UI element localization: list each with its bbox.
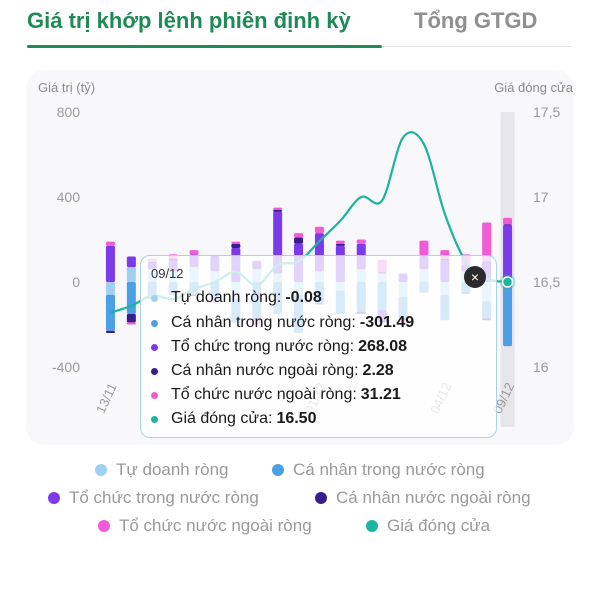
bar-to-chuc-nuoc-ngoai bbox=[294, 233, 304, 238]
x-tick-label: 13/11 bbox=[93, 381, 120, 416]
tooltip-label: Tổ chức trong nước ròng: bbox=[171, 338, 355, 355]
bar-to-chuc-nuoc-ngoai bbox=[419, 240, 429, 256]
legend-label: Tổ chức nước ngoài ròng bbox=[119, 516, 312, 535]
legend-item-to-chuc-trong-nuoc[interactable]: Tổ chức trong nước ròng bbox=[48, 488, 259, 508]
left-axis-title: Giá trị (tỷ) bbox=[38, 80, 96, 95]
legend-dot-icon bbox=[272, 464, 284, 476]
legend-label: Tự doanh ròng bbox=[116, 460, 229, 479]
bar-to-chuc-nuoc-ngoai bbox=[105, 241, 115, 246]
y2-tick-label: 16,5 bbox=[533, 274, 560, 290]
bar-to-chuc-trong-nuoc bbox=[503, 225, 513, 282]
tooltip-label: Giá đóng cửa: bbox=[171, 410, 273, 427]
tooltip-row-to-chuc-trong-nuoc: Tổ chức trong nước ròng: 268.08 bbox=[151, 338, 407, 356]
gia-dong-cua-dot-icon bbox=[151, 415, 158, 423]
legend-item-gia-dong-cua[interactable]: Giá đóng cửa bbox=[366, 516, 490, 536]
to-chuc-nuoc-ngoai-dot-icon bbox=[151, 391, 158, 399]
legend-dot-icon bbox=[98, 520, 110, 532]
bar-to-chuc-trong-nuoc bbox=[126, 256, 136, 268]
bar-to-chuc-nuoc-ngoai bbox=[335, 240, 345, 244]
bar-to-chuc-nuoc-ngoai bbox=[126, 322, 136, 325]
ca-nhan-nuoc-ngoai-dot-icon bbox=[151, 367, 158, 375]
to-chuc-trong-nuoc-dot-icon bbox=[151, 343, 158, 351]
tooltip-value: -0.08 bbox=[285, 289, 322, 306]
bar-tu-doanh bbox=[126, 267, 136, 282]
legend-item-tu-doanh[interactable]: Tự doanh ròng bbox=[95, 460, 229, 480]
legend-label: Cá nhân nước ngoài ròng bbox=[336, 488, 531, 507]
bar-to-chuc-nuoc-ngoai bbox=[231, 241, 241, 244]
tab-active-underline bbox=[27, 45, 382, 48]
bar-ca-nhan-nuoc-ngoai bbox=[231, 243, 241, 248]
right-axis-title: Giá đóng cửa bbox=[494, 80, 573, 95]
y-tick-label: 800 bbox=[57, 104, 81, 120]
bar-to-chuc-nuoc-ngoai bbox=[189, 250, 199, 255]
tooltip-value: 31.21 bbox=[360, 386, 401, 403]
tooltip-label: Tổ chức nước ngoài ròng: bbox=[171, 386, 357, 403]
tooltip-value: -301.49 bbox=[359, 314, 415, 331]
tooltip-date: 09/12 bbox=[151, 266, 184, 281]
bar-ca-nhan-trong-nuoc bbox=[126, 282, 136, 314]
chart-tooltip: 09/12 × Tự doanh ròng: -0.08 Cá nhân tro… bbox=[140, 255, 497, 438]
bar-to-chuc-nuoc-ngoai bbox=[356, 239, 366, 244]
bar-ca-nhan-nuoc-ngoai bbox=[503, 224, 513, 226]
closing-price-point bbox=[501, 276, 514, 288]
tooltip-row-to-chuc-nuoc-ngoai: Tổ chức nước ngoài ròng: 31.21 bbox=[151, 386, 401, 404]
y-tick-label: 0 bbox=[72, 274, 80, 290]
legend-dot-icon bbox=[315, 492, 327, 504]
bar-ca-nhan-nuoc-ngoai bbox=[105, 330, 115, 333]
y2-tick-label: 16 bbox=[533, 359, 549, 375]
tooltip-value: 16.50 bbox=[276, 410, 317, 427]
tooltip-row-gia-dong-cua: Giá đóng cửa: 16.50 bbox=[151, 410, 316, 428]
bar-ca-nhan-nuoc-ngoai bbox=[335, 243, 345, 246]
bar-ca-nhan-nuoc-ngoai bbox=[273, 209, 283, 212]
bar-ca-nhan-trong-nuoc bbox=[503, 282, 513, 347]
bar-ca-nhan-trong-nuoc bbox=[105, 294, 115, 331]
bar-to-chuc-trong-nuoc bbox=[105, 245, 115, 282]
y2-tick-label: 17 bbox=[533, 189, 549, 205]
legend-dot-icon bbox=[95, 464, 107, 476]
tooltip-row-ca-nhan-trong-nuoc: Cá nhân trong nước ròng: -301.49 bbox=[151, 314, 414, 332]
legend-label: Giá đóng cửa bbox=[387, 516, 491, 535]
bar-to-chuc-nuoc-ngoai bbox=[503, 217, 513, 225]
legend-dot-icon bbox=[48, 492, 60, 504]
tab-total-value[interactable]: Tổng GTGD bbox=[414, 8, 538, 33]
tu-doanh-dot-icon bbox=[151, 294, 158, 302]
bar-tu-doanh bbox=[105, 282, 115, 295]
legend-item-ca-nhan-trong-nuoc[interactable]: Cá nhân trong nước ròng bbox=[272, 460, 485, 480]
legend-label: Cá nhân trong nước ròng bbox=[293, 460, 485, 479]
y-tick-label: -400 bbox=[52, 359, 80, 375]
legend-item-ca-nhan-nuoc-ngoai[interactable]: Cá nhân nước ngoài ròng bbox=[315, 488, 531, 508]
legend-item-to-chuc-nuoc-ngoai[interactable]: Tổ chức nước ngoài ròng bbox=[98, 516, 312, 536]
tooltip-value: 268.08 bbox=[358, 338, 408, 355]
y-tick-label: 400 bbox=[57, 189, 81, 205]
legend-dot-icon bbox=[366, 520, 378, 532]
bar-ca-nhan-nuoc-ngoai bbox=[126, 313, 136, 323]
legend-label: Tổ chức trong nước ròng bbox=[69, 488, 259, 507]
tooltip-row-tu-doanh: Tự doanh ròng: -0.08 bbox=[151, 289, 322, 307]
tooltip-value: 2.28 bbox=[362, 362, 394, 379]
bar-to-chuc-nuoc-ngoai bbox=[314, 226, 324, 234]
bar-ca-nhan-nuoc-ngoai bbox=[294, 237, 304, 244]
bar-to-chuc-nuoc-ngoai bbox=[273, 207, 283, 210]
ca-nhan-trong-nuoc-dot-icon bbox=[151, 319, 158, 327]
close-icon[interactable]: × bbox=[464, 266, 486, 288]
tooltip-label: Tự doanh ròng: bbox=[171, 289, 282, 306]
tooltip-row-ca-nhan-nuoc-ngoai: Cá nhân nước ngoài ròng: 2.28 bbox=[151, 362, 394, 380]
tab-matched-value[interactable]: Giá trị khớp lệnh phiên định kỳ bbox=[27, 8, 351, 33]
tab-bar: Giá trị khớp lệnh phiên định kỳ Tổng GTG… bbox=[0, 0, 600, 50]
bar-to-chuc-nuoc-ngoai bbox=[482, 222, 492, 261]
tooltip-label: Cá nhân nước ngoài ròng: bbox=[171, 362, 359, 379]
tooltip-label: Cá nhân trong nước ròng: bbox=[171, 314, 356, 331]
y2-tick-label: 17,5 bbox=[533, 104, 560, 120]
